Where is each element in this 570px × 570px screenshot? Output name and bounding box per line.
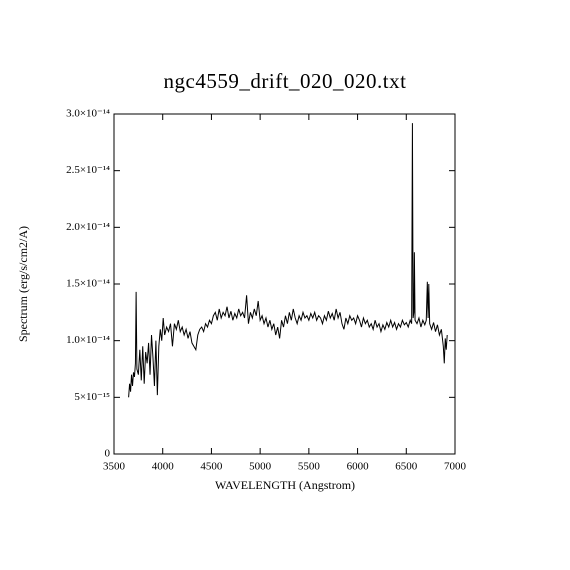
y-tick-label: 0	[105, 448, 111, 460]
y-axis-label: Spectrum (erg/s/cm2/A)	[16, 226, 30, 342]
x-tick-label: 4000	[152, 461, 175, 473]
y-tick-label: 5×10⁻¹⁵	[74, 391, 110, 403]
y-tick-label: 1.5×10⁻¹⁴	[66, 278, 110, 290]
spectrum-line	[128, 123, 448, 398]
plot-frame	[113, 113, 456, 455]
x-tick-label: 5500	[298, 461, 321, 473]
x-tick-label: 7000	[444, 461, 467, 473]
x-tick-label: 6500	[395, 461, 418, 473]
x-axis-label: WAVELENGTH (Angstrom)	[215, 478, 355, 492]
x-tick-label: 4500	[200, 461, 223, 473]
x-tick-label: 6000	[347, 461, 370, 473]
y-tick-label: 2.5×10⁻¹⁴	[66, 164, 110, 176]
x-tick-label: 5000	[249, 461, 272, 473]
chart-title: ngc4559_drift_020_020.txt	[164, 69, 407, 93]
y-tick-label: 3.0×10⁻¹⁴	[66, 108, 110, 120]
y-tick-label: 2.0×10⁻¹⁴	[66, 221, 110, 233]
x-tick-label: 3500	[103, 461, 126, 473]
y-tick-label: 1.0×10⁻¹⁴	[66, 334, 110, 346]
